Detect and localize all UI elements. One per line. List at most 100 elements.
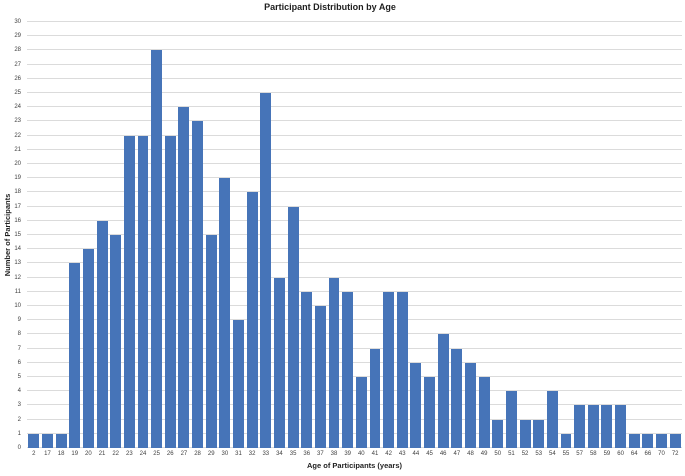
gridline (27, 361, 682, 363)
y-tick-label: 11 (14, 288, 21, 295)
x-tick-label: 26 (166, 451, 174, 457)
gridline (27, 63, 682, 65)
bar-age-29 (205, 235, 217, 448)
bar-age-59 (601, 405, 613, 448)
gridline (27, 262, 682, 264)
x-tick-label: 21 (98, 451, 106, 457)
x-tick-label: 35 (289, 451, 297, 457)
bar-age-53 (533, 419, 545, 448)
x-tick-label: 43 (398, 451, 406, 457)
bar-age-30 (219, 178, 231, 448)
y-tick-label: 16 (14, 217, 21, 224)
bar-age-38 (328, 277, 340, 448)
bar-age-34 (273, 277, 285, 448)
bar-age-35 (287, 206, 299, 448)
gridline (27, 404, 682, 406)
bar-age-22 (110, 235, 122, 448)
bar-age-57 (574, 405, 586, 448)
bar-age-55 (560, 433, 572, 448)
bar-age-23 (123, 135, 135, 448)
gridline (27, 21, 682, 22)
bar-age-18 (55, 433, 67, 448)
x-tick-label: 34 (276, 451, 283, 457)
x-tick-label: 19 (71, 451, 79, 457)
x-tick-label: 70 (658, 451, 665, 457)
gridline (27, 248, 682, 250)
bar-age-21 (96, 220, 108, 448)
x-tick-label: 2 (32, 451, 36, 457)
y-tick-label: 13 (14, 260, 21, 267)
x-tick-label: 45 (426, 451, 433, 457)
x-tick-label: 38 (330, 451, 338, 457)
y-tick-label: 23 (14, 118, 21, 125)
x-tick-label: 18 (57, 451, 65, 457)
gridline (27, 163, 682, 164)
bar-age-32 (246, 192, 258, 448)
x-tick-label: 55 (562, 451, 570, 457)
y-tick-label: 6 (17, 359, 21, 366)
x-tick-label: 66 (644, 451, 652, 457)
x-tick-label: 39 (344, 451, 351, 457)
bar-age-17 (42, 433, 53, 448)
y-tick-label: 30 (14, 19, 21, 25)
x-tick-label: 52 (521, 451, 529, 457)
y-tick-label: 28 (14, 47, 21, 54)
bar-age-20 (82, 249, 94, 448)
x-tick-label: 46 (439, 451, 447, 457)
y-tick-label: 1 (17, 430, 21, 437)
gridline (27, 77, 682, 79)
y-tick-label: 2 (17, 416, 21, 423)
gridline (27, 305, 682, 306)
x-tick-label: 40 (357, 451, 365, 457)
y-tick-label: 8 (17, 331, 21, 338)
chart-title: Participant Distribution by Age (264, 2, 396, 12)
y-tick-label: 7 (17, 345, 21, 352)
bar-age-39 (342, 291, 354, 448)
bar-age-58 (587, 405, 599, 448)
bar-age-48 (465, 362, 476, 448)
x-tick-label: 17 (44, 451, 51, 457)
bar-age-24 (137, 135, 149, 448)
x-tick-label: 36 (303, 451, 311, 457)
plot-area (27, 21, 682, 448)
x-tick-label: 31 (235, 451, 242, 457)
bar-age-72 (669, 433, 681, 448)
gridline (27, 447, 682, 448)
x-tick-label: 32 (248, 451, 256, 457)
y-tick-label: 0 (17, 445, 21, 451)
x-tick-label: 53 (535, 451, 543, 457)
gridline (27, 276, 682, 278)
gridline (27, 376, 682, 377)
y-axis-ticks: 0 1 2 3 4 5 6 7 8 9 10 11 12 13 14 15 16 17 18 19 20 21 22 23 24… (0, 19, 21, 451)
y-tick-label: 15 (14, 232, 21, 238)
bar-age-70 (656, 433, 667, 448)
bar-age-51 (505, 391, 517, 448)
x-tick-label: 37 (317, 451, 324, 457)
x-axis-title: Age of Participants (years) (306, 461, 403, 470)
bar-age-19 (69, 263, 81, 448)
y-tick-label: 9 (17, 317, 21, 324)
gridline (27, 148, 682, 150)
bar-age-52 (519, 419, 531, 448)
x-tick-label: 47 (453, 451, 461, 457)
x-tick-label: 44 (412, 451, 420, 457)
x-tick-label: 23 (125, 451, 133, 457)
bar-age-2 (28, 433, 40, 448)
bar-age-50 (492, 419, 504, 448)
gridline (27, 390, 682, 392)
gridline (27, 432, 682, 434)
y-tick-label: 22 (14, 132, 21, 139)
bar-age-47 (451, 348, 463, 448)
gridline (27, 290, 682, 292)
bar-age-64 (628, 433, 640, 448)
x-tick-label: 42 (385, 451, 392, 457)
x-tick-label: 25 (153, 451, 160, 457)
bar-age-27 (178, 107, 190, 448)
gridline (27, 106, 682, 108)
bar-age-45 (424, 377, 435, 448)
x-tick-label: 59 (603, 451, 611, 457)
bar-age-26 (164, 135, 176, 448)
y-tick-label: 24 (14, 104, 21, 111)
x-tick-label: 72 (671, 451, 679, 457)
x-tick-label: 60 (617, 451, 624, 457)
